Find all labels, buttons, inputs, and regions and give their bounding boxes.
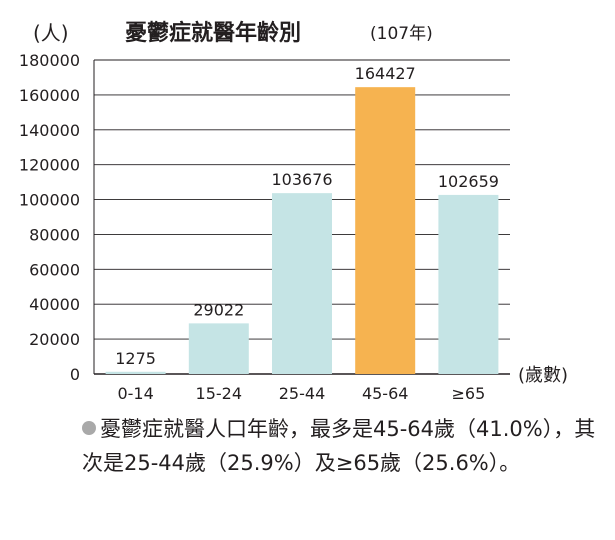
bar-chart: (人) 憂鬱症就醫年齡別 (107年) 0 20000 40000 60000 8000… [19,20,568,403]
x-tick-label: ≥65 [452,384,486,403]
y-tick-label: 80000 [29,225,80,244]
bar-≥65 [438,194,499,374]
value-label: 164427 [355,64,416,83]
caption-text: 憂鬱症就醫人口年齡，最多是45-64歲（41.0%），其次是25-44歲（25.… [82,417,596,475]
y-tick-label: 120000 [19,156,80,175]
x-axis-ticks: 0-14 15-24 25-44 45-64 ≥65 [117,384,485,403]
y-tick-label: 100000 [19,191,80,210]
y-axis-ticks: 0 20000 40000 60000 80000 100000 120000 140000 1… [19,51,80,384]
value-labels: 1275 29022 103676 164427 102659 [115,64,499,368]
bar-45-64 [355,87,416,375]
y-tick-label: 180000 [19,51,80,70]
bar-0-14 [105,371,166,374]
bar-25-44 [272,193,332,374]
x-tick-label: 15-24 [196,384,243,403]
chart-title: 憂鬱症就醫年齡別 [125,20,301,46]
value-label: 103676 [271,170,332,189]
y-tick-label: 160000 [19,86,80,105]
y-axis-unit-label: (人) [33,21,69,45]
y-tick-label: 40000 [29,295,80,314]
x-tick-label: 25-44 [279,384,326,403]
chart-caption: 憂鬱症就醫人口年齡，最多是45-64歲（41.0%），其次是25-44歲（25.… [82,412,597,480]
chart-subtitle: (107年) [370,24,433,44]
y-tick-label: 20000 [29,330,80,349]
bullet-icon [82,421,96,435]
y-tick-label: 0 [70,365,80,384]
value-label: 1275 [115,349,156,368]
bar-15-24 [188,323,249,374]
value-label: 102659 [438,172,499,191]
x-axis-unit-label: (歲數) [518,365,568,386]
x-tick-label: 45-64 [362,384,409,403]
x-tick-label: 0-14 [117,384,153,403]
y-tick-label: 60000 [29,260,80,279]
bars [105,87,499,375]
value-label: 29022 [193,300,244,319]
y-tick-label: 140000 [19,121,80,140]
